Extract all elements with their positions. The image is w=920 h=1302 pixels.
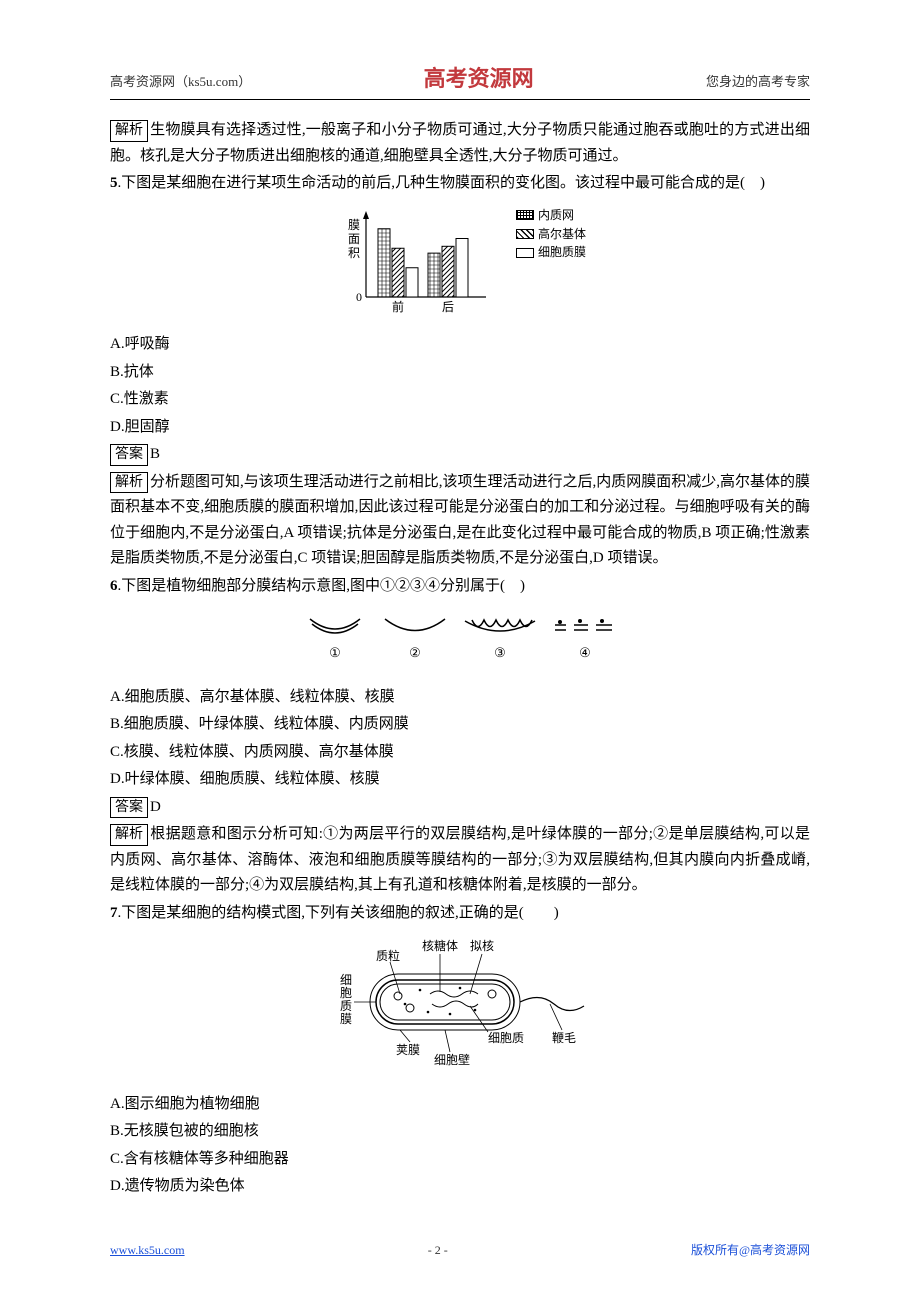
fig-label-1: ①: [329, 645, 341, 660]
q6-num: 6: [110, 578, 118, 594]
label-membrane-2: 胞: [340, 986, 352, 1000]
q6-opt-c: C.核膜、线粒体膜、内质网膜、高尔基体膜: [110, 740, 810, 766]
q7-opt-d: D.遗传物质为染色体: [110, 1174, 810, 1200]
q6-opt-b: B.细胞质膜、叶绿体膜、线粒体膜、内质网膜: [110, 712, 810, 738]
header-right: 您身边的高考专家: [706, 71, 810, 93]
label-membrane-1: 细: [340, 973, 352, 987]
label-capsule: 荚膜: [396, 1043, 420, 1057]
header-logo: 高考资源网: [424, 60, 534, 97]
explain-tag: 解析: [110, 120, 148, 142]
membrane-diagram-svg: ① ② ③ ④: [300, 607, 620, 667]
q5-explain-text: 分析题图可知,与该项生理活动进行之前相比,该项生理活动进行之后,内质网膜面积减少…: [110, 474, 810, 567]
cell-diagram-svg: 核糖体 拟核 质粒 细 胞 质 膜 细胞质 荚膜 细胞壁 鞭毛: [310, 934, 610, 1074]
q6-opt-d: D.叶绿体膜、细胞质膜、线粒体膜、核膜: [110, 767, 810, 793]
q5-opt-d: D.胆固醇: [110, 415, 810, 441]
explain-tag: 解析: [110, 824, 148, 846]
label-membrane-3: 质: [340, 999, 352, 1013]
q5-opt-c: C.性激素: [110, 387, 810, 413]
label-membrane-4: 膜: [340, 1012, 352, 1026]
q7-stem: 7.下图是某细胞的结构模式图,下列有关该细胞的叙述,正确的是( ): [110, 901, 810, 927]
legend-swatch-golgi: [516, 229, 534, 239]
q6-opt-a: A.细胞质膜、高尔基体膜、线粒体膜、核膜: [110, 685, 810, 711]
page-header: 高考资源网（ks5u.com） 高考资源网 您身边的高考专家: [110, 60, 810, 100]
fig-label-4: ④: [579, 645, 591, 660]
svg-text:前: 前: [392, 299, 404, 314]
chart-legend: 内质网 高尔基体 细胞质膜: [516, 207, 586, 263]
q7-opt-c: C.含有核糖体等多种细胞器: [110, 1147, 810, 1173]
q6-figure: ① ② ③ ④: [110, 607, 810, 677]
legend-swatch-pm: [516, 248, 534, 258]
header-left: 高考资源网（ks5u.com）: [110, 71, 251, 93]
fig-label-2: ②: [409, 645, 421, 660]
q5-answer: 答案B: [110, 442, 810, 468]
svg-text:后: 后: [442, 300, 454, 314]
legend-label-golgi: 高尔基体: [538, 226, 586, 243]
svg-text:0: 0: [356, 290, 362, 304]
explain-text: 生物膜具有选择透过性,一般离子和小分子物质可通过,大分子物质只能通过胞吞或胞吐的…: [110, 122, 810, 164]
q5-stem: 5.下图是某细胞在进行某项生命活动的前后,几种生物膜面积的变化图。该过程中最可能…: [110, 171, 810, 197]
fig-label-3: ③: [494, 645, 506, 660]
q5-opt-b: B.抗体: [110, 360, 810, 386]
q7-num: 7: [110, 905, 118, 921]
page-number: - 2 -: [428, 1240, 448, 1260]
answer-tag: 答案: [110, 444, 148, 466]
explain-tag: 解析: [110, 472, 148, 494]
explain-block-1: 解析生物膜具有选择透过性,一般离子和小分子物质可通过,大分子物质只能通过胞吞或胞…: [110, 118, 810, 169]
label-flagellum: 鞭毛: [552, 1031, 576, 1045]
bar-chart-svg: 膜面积 0 前 后: [334, 205, 504, 315]
q5-chart: 膜面积 0 前 后 内质网 高尔基体 细胞质膜: [110, 205, 810, 325]
svg-text:面: 面: [348, 232, 360, 246]
q6-explain-text: 根据题意和图示分析可知:①为两层平行的双层膜结构,是叶绿体膜的一部分;②是单层膜…: [110, 826, 810, 893]
legend-label-pm: 细胞质膜: [538, 244, 586, 261]
q6-answer-val: D: [150, 799, 161, 815]
label-ribosome: 核糖体: [422, 938, 458, 953]
footer-link[interactable]: www.ks5u.com: [110, 1240, 185, 1260]
q5-answer-val: B: [150, 446, 160, 462]
q6-answer: 答案D: [110, 795, 810, 821]
legend-swatch-er: [516, 210, 534, 220]
label-plasmid: 质粒: [376, 948, 400, 963]
page-footer: www.ks5u.com - 2 - 版权所有@高考资源网: [110, 1240, 810, 1260]
q7-figure: 核糖体 拟核 质粒 细 胞 质 膜 细胞质 荚膜 细胞壁 鞭毛: [110, 934, 810, 1084]
answer-tag: 答案: [110, 797, 148, 819]
q6-stem: 6.下图是植物细胞部分膜结构示意图,图中①②③④分别属于( ): [110, 574, 810, 600]
q7-opt-a: A.图示细胞为植物细胞: [110, 1092, 810, 1118]
footer-copyright: 版权所有@高考资源网: [691, 1240, 810, 1260]
label-cytoplasm: 细胞质: [488, 1031, 524, 1045]
label-wall: 细胞壁: [434, 1052, 470, 1067]
svg-text:积: 积: [348, 246, 360, 260]
q5-opt-a: A.呼吸酶: [110, 332, 810, 358]
q6-explain: 解析根据题意和图示分析可知:①为两层平行的双层膜结构,是叶绿体膜的一部分;②是单…: [110, 822, 810, 899]
q5-explain: 解析分析题图可知,与该项生理活动进行之前相比,该项生理活动进行之后,内质网膜面积…: [110, 470, 810, 572]
legend-label-er: 内质网: [538, 207, 574, 224]
q7-opt-b: B.无核膜包被的细胞核: [110, 1119, 810, 1145]
label-nucleoid: 拟核: [470, 939, 494, 953]
q5-num: 5: [110, 175, 118, 191]
svg-text:膜: 膜: [348, 218, 360, 232]
